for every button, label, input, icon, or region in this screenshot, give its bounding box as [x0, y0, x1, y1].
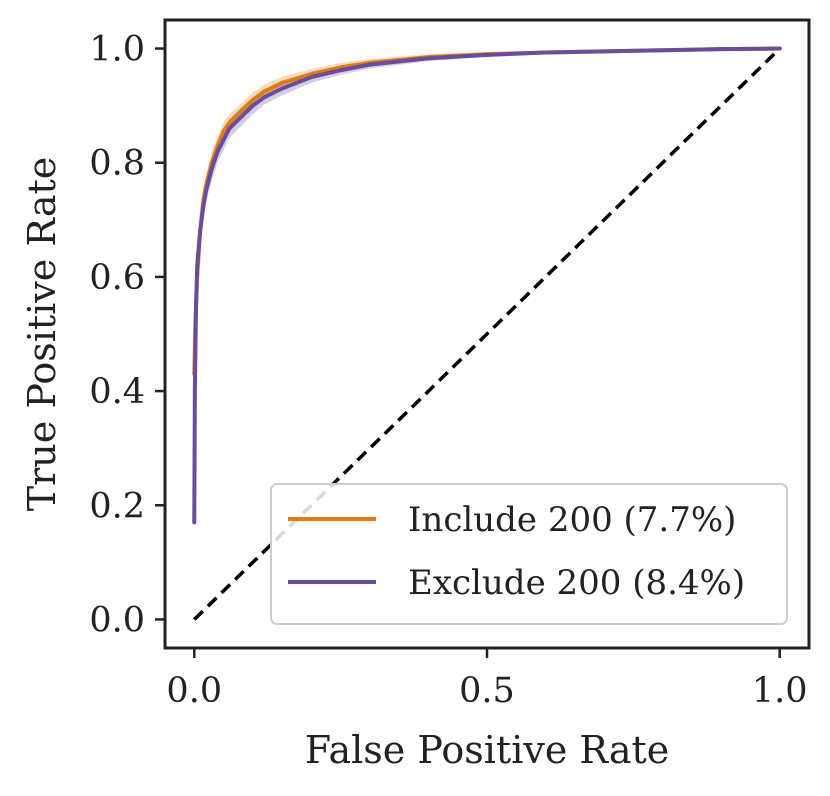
legend-label-exclude: Exclude 200 (8.4%) — [408, 563, 745, 603]
y-axis-label: True Positive Rate — [20, 157, 64, 511]
y-tick-label: 1.0 — [89, 30, 145, 70]
y-tick-label: 0.0 — [89, 600, 145, 640]
series-line-include — [192, 46, 782, 376]
x-axis-label: False Positive Rate — [305, 728, 670, 772]
x-axis-ticks: 0.0 0.5 1.0 — [166, 648, 808, 711]
band-include — [194, 48, 780, 381]
y-tick-label: 0.6 — [89, 258, 145, 298]
x-tick-label: 0.5 — [459, 671, 515, 711]
legend: Include 200 (7.7%) Exclude 200 (8.4%) — [270, 483, 788, 625]
series-line-exclude — [192, 46, 782, 525]
legend-label-include: Include 200 (7.7%) — [408, 500, 736, 540]
x-tick-label: 0.0 — [166, 671, 222, 711]
band-exclude — [194, 48, 780, 540]
x-tick-label: 1.0 — [752, 671, 808, 711]
y-tick-label: 0.4 — [89, 372, 145, 412]
y-tick-label: 0.8 — [89, 144, 145, 184]
confidence-bands — [194, 48, 780, 540]
y-axis-ticks: 0.0 0.2 0.4 0.6 0.8 1.0 — [89, 30, 165, 640]
legend-box — [270, 483, 788, 625]
y-tick-label: 0.2 — [89, 486, 145, 526]
series-lines — [192, 46, 782, 525]
